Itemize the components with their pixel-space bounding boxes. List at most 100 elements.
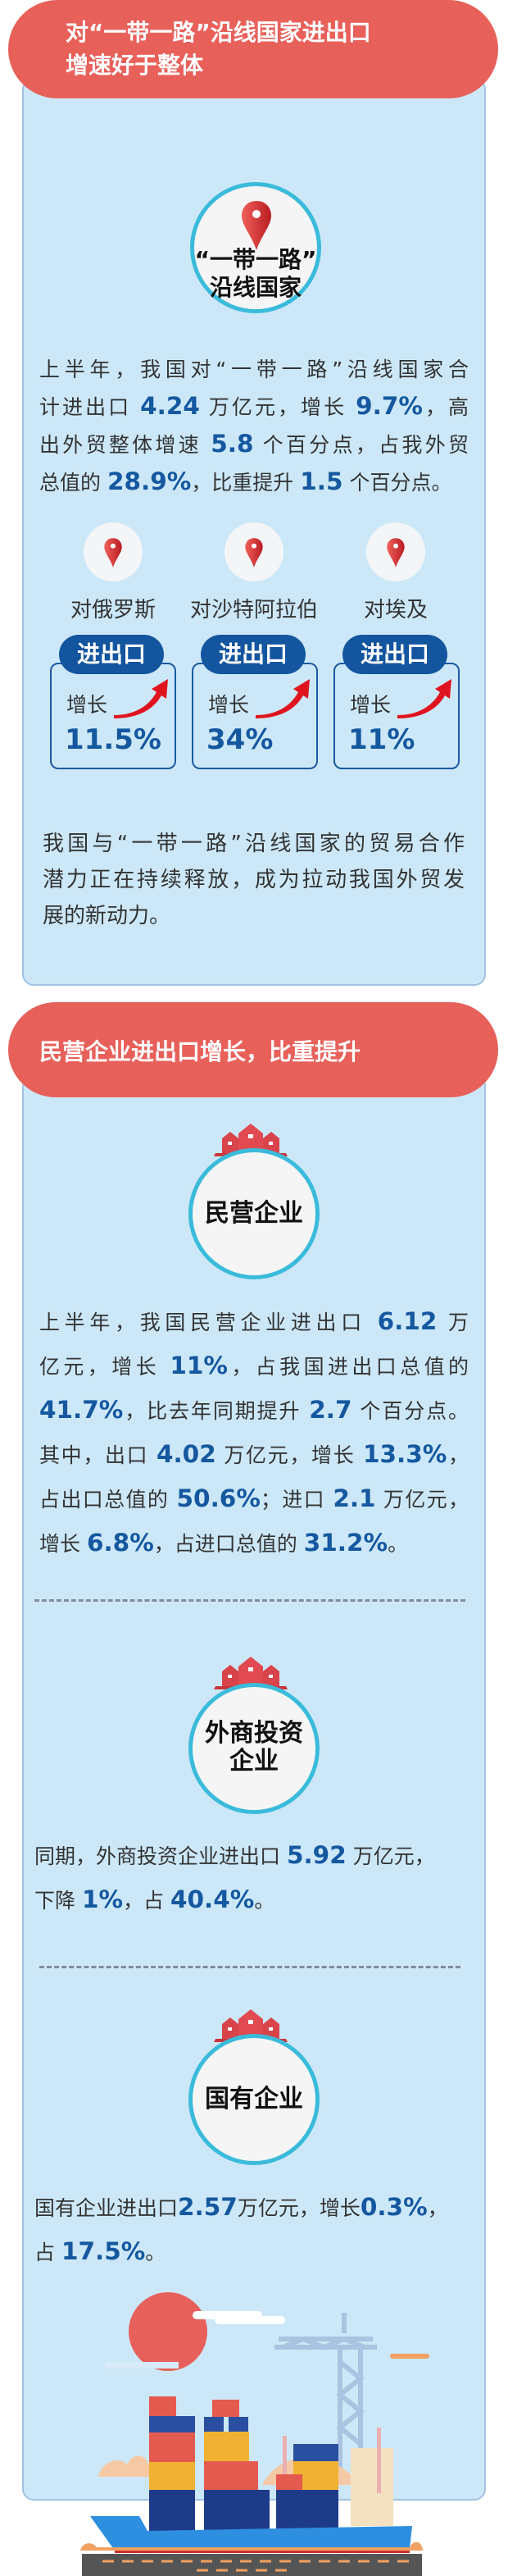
up-arrow-icon [114,679,168,718]
highlight-figure: 5.8 [211,430,254,458]
road [82,2554,422,2576]
country-label-russia: 对俄罗斯 [70,598,156,622]
text-segment: 占出口总值的 [39,1488,177,1511]
private-enterprise-badge: 民营企业 [188,1148,320,1279]
text-line: 计进出口 4.24 万亿元，增长 9.7%，高 [39,388,469,426]
text-line: 上半年，我国民营企业进出口 6.12 万 [39,1300,469,1344]
highlight-figure: 2.1 [333,1484,376,1512]
section1-closing: 我国与“一带一路”沿线国家的贸易合作潜力正在持续释放，成为拉动我国外贸发展的新动… [43,826,465,934]
pin-circle-saudi [225,522,283,581]
up-arrow-icon [256,679,310,718]
text-line: 展的新动力。 [43,898,465,934]
highlight-figure: 28.9% [107,467,192,495]
map-pin-icon [245,538,263,568]
badge-line-1: 国有企业 [205,2085,303,2113]
text-segment: 出外贸整体增速 [39,433,211,457]
pin-circle-russia [84,522,143,581]
country-label-egypt: 对埃及 [363,598,428,622]
private-enterprise-paragraph: 上半年，我国民营企业进出口 6.12 万亿元，增长 11%，占我国进出口总值的 4… [39,1300,469,1566]
pin-circle-egypt [366,522,425,581]
badge-line-1: 外商投资 [205,1719,303,1748]
highlight-figure: 17.5% [61,2237,146,2265]
section1-title-line2: 增速好于整体 [66,52,204,79]
text-segment: ，比重提升 [191,471,301,495]
badge-line-1: “一带一路” [194,246,317,273]
text-segment: 国有企业进出口 [34,2196,179,2220]
up-arrow-icon [397,679,451,718]
text-segment: 。 [145,2241,166,2264]
highlight-figure: 31.2% [303,1529,388,1557]
text-segment: ，占我国进出口总值的 [227,1355,469,1379]
map-pin-icon [104,538,122,568]
highlight-figure: 11% [170,1352,228,1379]
text-segment: 潜力正在持续释放，成为拉动我国外贸发 [43,868,465,892]
text-segment: 万亿元，增长 [215,1443,363,1467]
text-segment: 其中，出口 [39,1443,156,1467]
highlight-figure: 13.3% [362,1440,447,1468]
text-segment: 下降 [34,1889,82,1913]
text-segment: ，高 [422,395,469,419]
section2-header: 民营企业进出口增长，比重提升 [8,1002,498,1097]
text-line: 同期，外商投资企业进出口 5.92 万亿元， [34,1834,454,1878]
text-line: 国有企业进出口2.57万亿元，增长0.3%， [34,2186,464,2230]
text-segment: 万亿元， [375,1488,469,1511]
badge-line-2: 企业 [229,1747,279,1776]
highlight-figure: 9.7% [356,392,423,420]
text-line: 潜力正在持续释放，成为拉动我国外贸发 [43,862,465,898]
text-segment: 个百分点，占我外贸 [253,433,469,457]
growth-box-saudi: 增长 34% [192,663,318,769]
ship-hull [90,2516,412,2551]
growth-label: 增长 [66,693,108,717]
highlight-figure: 1.5 [300,467,343,495]
highlight-figure: 1% [81,1885,124,1913]
text-segment: 上半年，我国对“一带一路”沿线国家合 [39,358,469,381]
growth-value: 11.5% [65,723,161,756]
growth-label: 增长 [350,693,392,717]
map-pin-icon [387,538,405,568]
text-line: 总值的 28.9%，比重提升 1.5 个百分点。 [39,463,469,501]
text-segment: 计进出口 [39,395,141,419]
sun [129,2292,207,2371]
port-ship-illustration [80,2292,429,2576]
text-segment: 占 [34,2241,61,2264]
text-segment: ，占进口总值的 [153,1532,304,1556]
divider [39,1966,460,1968]
text-segment: ，占 [123,1889,170,1913]
cloud [98,2455,152,2477]
tag-import-export: 进出口 [59,635,164,674]
highlight-figure: 4.24 [140,392,200,420]
section1-header: 对“一带一路”沿线国家进出口 增速好于整体 [8,0,498,98]
text-segment: ， [447,1443,469,1467]
state-enterprise-badge: 国有企业 [188,2034,320,2165]
highlight-figure: 2.7 [309,1396,352,1424]
highlight-figure: 6.8% [86,1529,154,1557]
growth-box-egypt: 增长 11% [333,663,460,769]
highlight-figure: 0.3% [360,2193,428,2221]
growth-value: 34% [206,723,274,756]
text-line: 我国与“一带一路”沿线国家的贸易合作 [43,826,465,862]
text-line: 下降 1%，占 40.4%。 [34,1878,454,1922]
text-segment: ， [427,2196,448,2220]
foreign-enterprise-paragraph: 同期，外商投资企业进出口 5.92 万亿元， 下降 1%，占 40.4%。 [34,1834,454,1922]
divider [34,1599,465,1602]
section1-title-line1: 对“一带一路”沿线国家进出口 [66,19,371,46]
text-segment: 万亿元，增长 [199,395,356,419]
text-segment: 。 [388,1532,409,1556]
text-segment: 总值的 [39,471,107,495]
tag-import-export: 进出口 [342,635,447,674]
text-line: 占出口总值的 50.6%；进口 2.1 万亿元， [39,1477,469,1521]
highlight-figure: 5.92 [286,1841,347,1869]
belt-road-badge: “一带一路” 沿线国家 [190,182,321,313]
highlight-figure: 4.02 [156,1440,216,1468]
tag-import-export: 进出口 [201,635,306,674]
foreign-enterprise-badge: 外商投资 企业 [188,1683,320,1814]
containers [149,2396,338,2531]
text-segment: 万亿元， [346,1844,435,1868]
country-label-saudi: 对沙特阿拉伯 [189,598,318,622]
cloud [215,2316,285,2324]
text-segment: 增长 [39,1532,87,1556]
text-segment: 个百分点。 [352,1399,469,1423]
text-segment: 个百分点。 [342,471,452,495]
text-segment: ，比去年同期提升 [123,1399,310,1423]
text-line: 其中，出口 4.02 万亿元，增长 13.3%， [39,1433,469,1477]
